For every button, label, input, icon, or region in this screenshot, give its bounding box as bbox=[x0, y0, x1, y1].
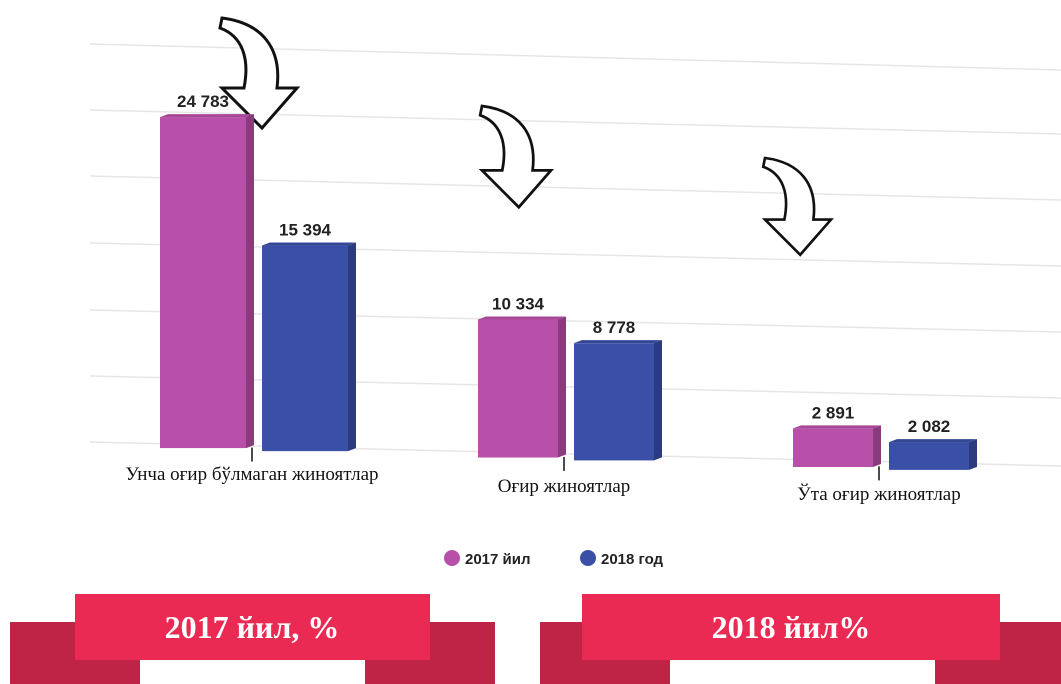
banners: 2017 йил, % 2018 йил% bbox=[10, 594, 1061, 684]
legend: 2017 йил 2018 год bbox=[444, 550, 664, 568]
value-label: 8 778 bbox=[593, 318, 636, 337]
banner bbox=[75, 594, 430, 660]
bar bbox=[160, 114, 254, 449]
bar-side bbox=[873, 425, 881, 467]
bar-top bbox=[262, 242, 356, 246]
bar-front bbox=[889, 442, 969, 470]
bar-top bbox=[889, 439, 977, 443]
bar bbox=[574, 340, 662, 461]
value-label: 10 334 bbox=[492, 295, 545, 314]
arrow bbox=[218, 16, 299, 130]
bar-side bbox=[558, 316, 566, 458]
bar-side bbox=[969, 439, 977, 470]
banner bbox=[582, 594, 1000, 660]
x-tick-label: Ўта оғир жиноятлар bbox=[797, 483, 960, 505]
x-tick-label: Оғир жиноятлар bbox=[498, 476, 631, 497]
value-label: 24 783 bbox=[177, 92, 229, 111]
value-label: 2 082 bbox=[908, 417, 951, 436]
bar bbox=[793, 425, 881, 467]
bar-top bbox=[478, 316, 566, 320]
bar-side bbox=[246, 114, 254, 449]
bar-front bbox=[478, 319, 558, 458]
bars: 24 783 15 394 Унча оғир бўлмаган жиноятлар… bbox=[125, 92, 977, 505]
bar-front bbox=[262, 245, 348, 452]
value-label: 2 891 bbox=[812, 403, 855, 422]
bar-front bbox=[793, 428, 873, 467]
bar bbox=[478, 316, 566, 458]
banner-text: 2017 йил, % bbox=[165, 609, 340, 645]
value-label: 15 394 bbox=[279, 221, 332, 240]
bar-top bbox=[793, 425, 881, 429]
bar-side bbox=[654, 340, 662, 461]
bar-front bbox=[574, 343, 654, 461]
bar bbox=[262, 242, 356, 452]
arrow bbox=[761, 156, 833, 257]
bar-front bbox=[160, 117, 246, 449]
legend-label: 2018 год bbox=[601, 551, 664, 568]
legend-swatch bbox=[580, 550, 596, 566]
banner-text: 2018 йил% bbox=[712, 609, 871, 645]
x-tick-label: Унча оғир бўлмаган жиноятлар bbox=[125, 464, 378, 485]
legend-label: 2017 йил bbox=[465, 551, 531, 568]
grid-line bbox=[89, 43, 1061, 71]
bar-top bbox=[574, 340, 662, 344]
bar-side bbox=[348, 242, 356, 452]
bar-top bbox=[160, 114, 254, 118]
legend-swatch bbox=[444, 550, 460, 566]
bar bbox=[889, 439, 977, 470]
